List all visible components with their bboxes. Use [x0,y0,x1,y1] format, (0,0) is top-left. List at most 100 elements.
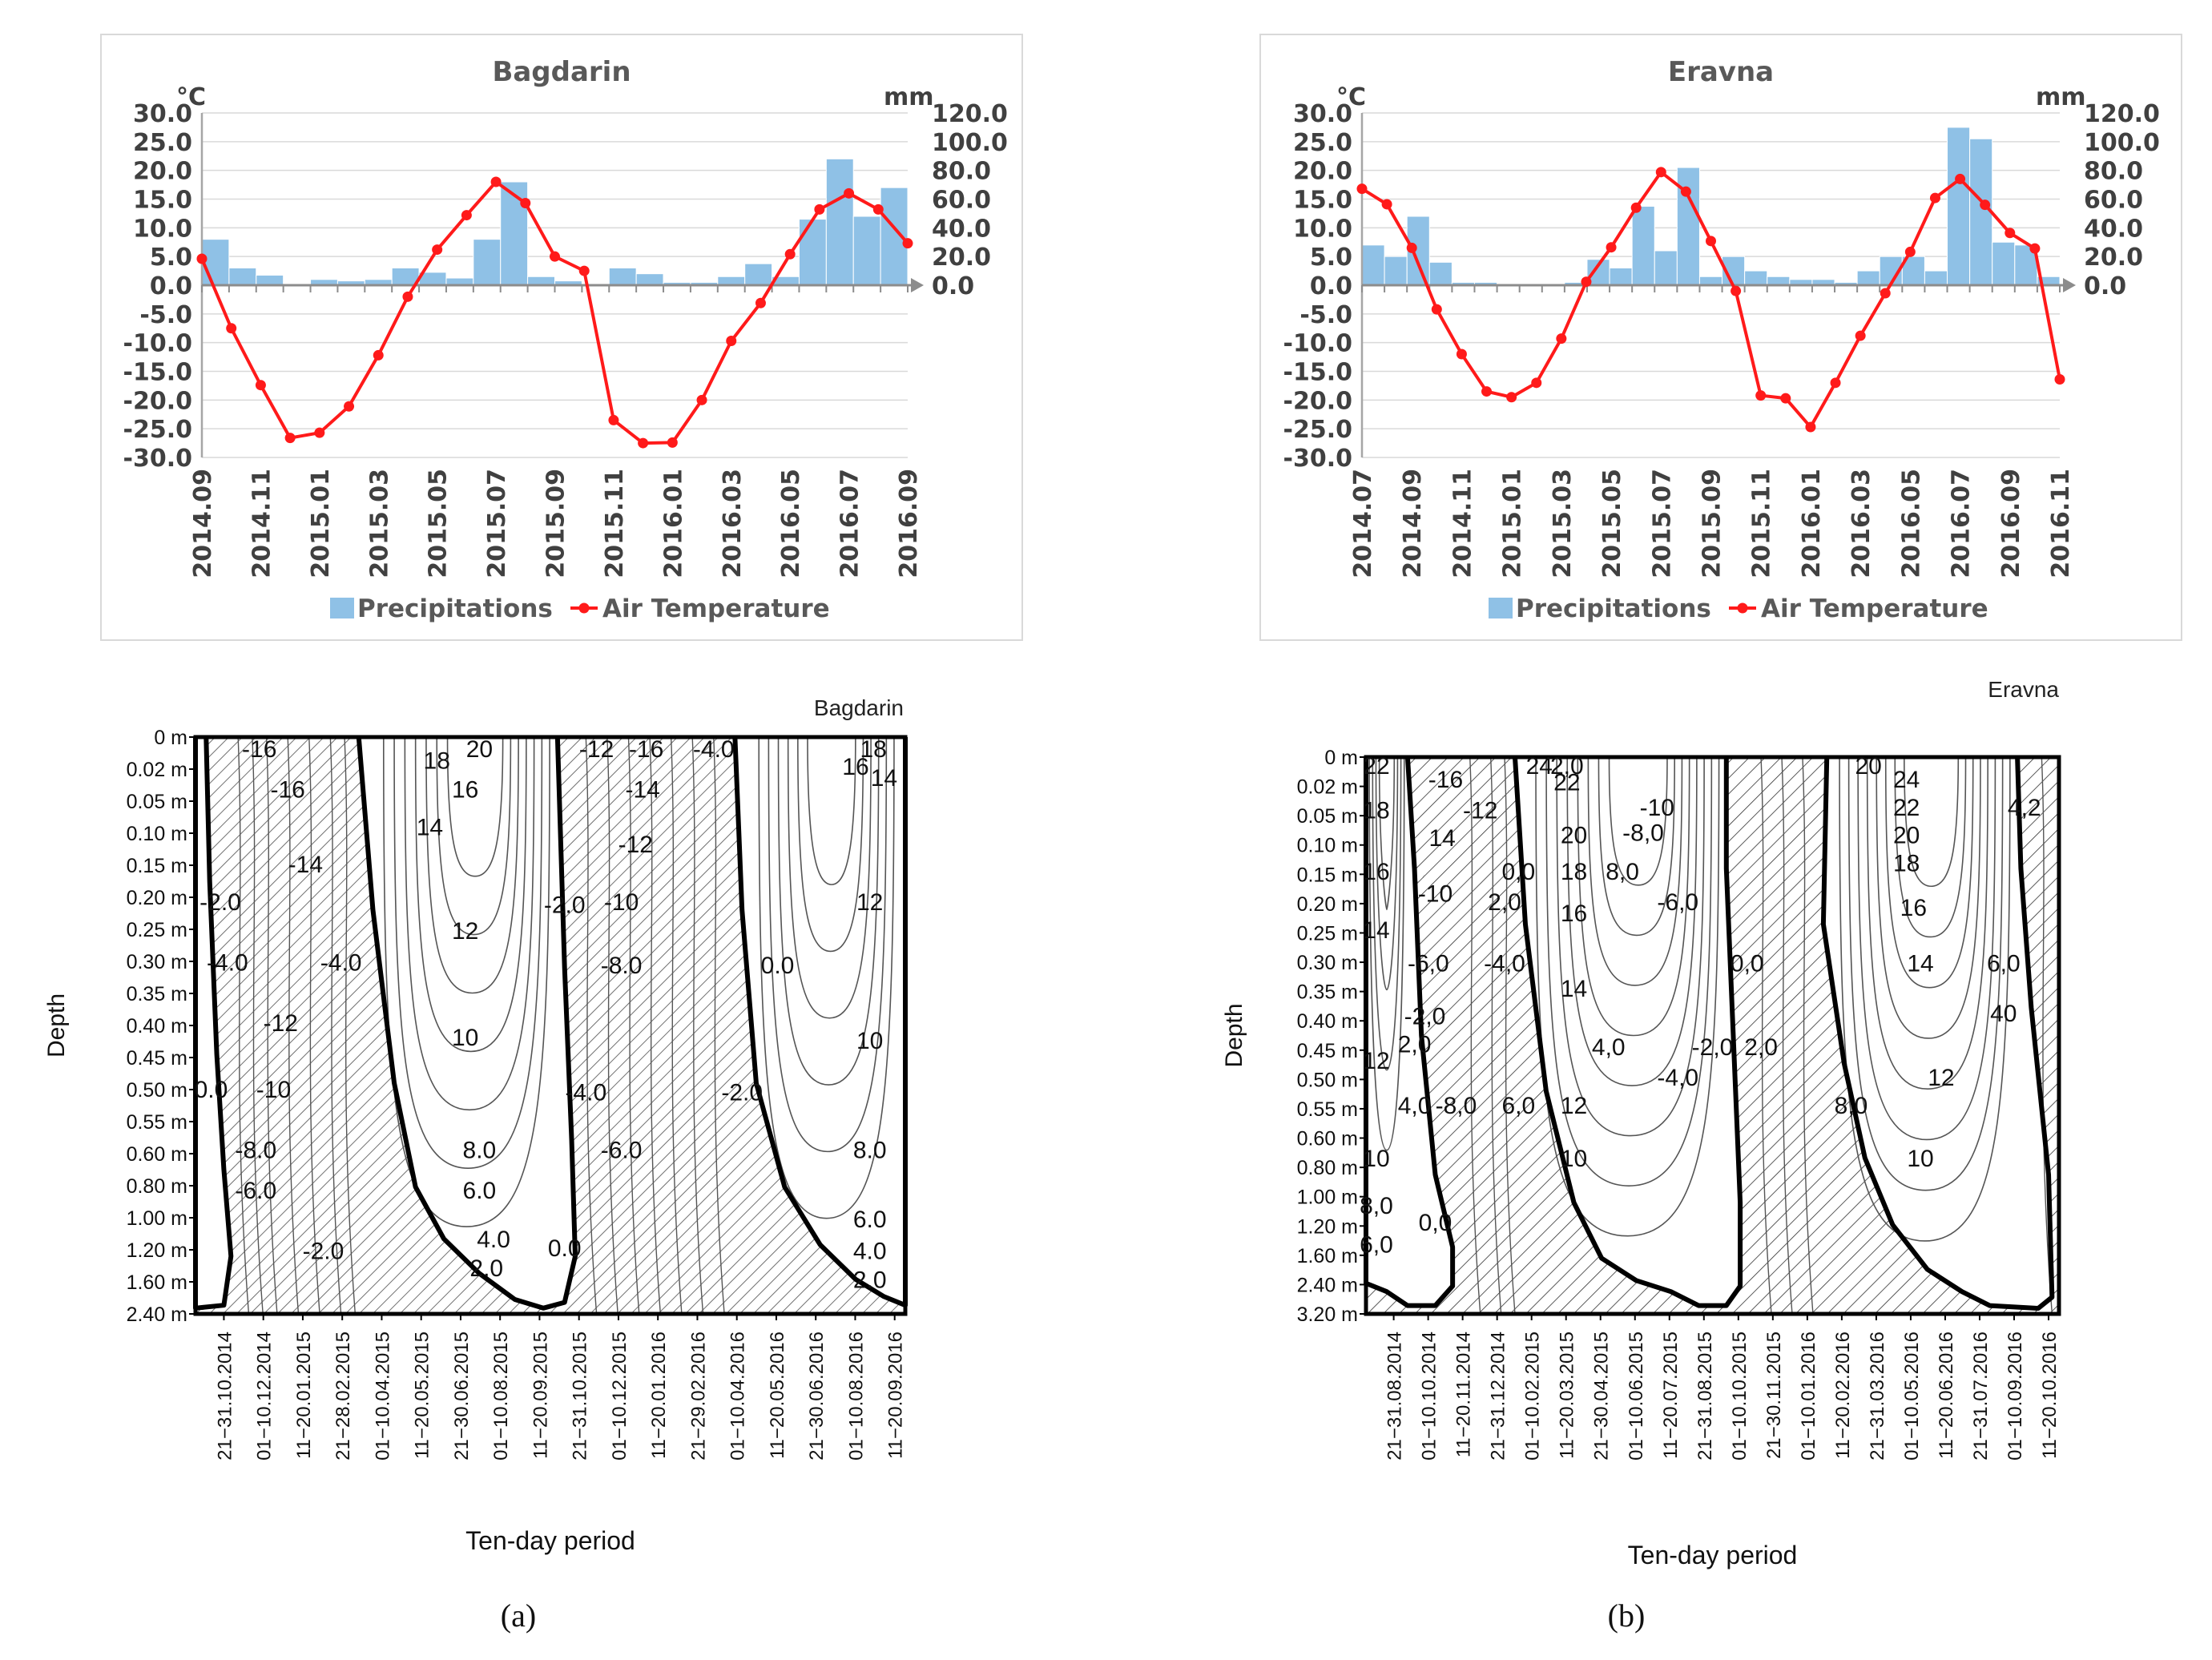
period-label: 01−10.10.2014 [1419,1332,1440,1461]
month-label: 2016.07 [1948,469,1976,578]
precipitation-bar [798,219,827,286]
air-temperature-point [2029,243,2041,254]
precipitation-bar [1744,270,1768,286]
isoline [787,736,872,1019]
temperature-tick-label: 5.0 [150,244,192,272]
legend-swatch-precipitation [330,598,354,618]
precipitation-bar [744,263,773,286]
contour-label: 6,0 [1501,1093,1535,1119]
isoline [436,736,512,936]
temperature-tick-label: 30.0 [1293,100,1352,128]
isoline [691,736,704,1315]
temperature-tick-label: 5.0 [1310,244,1352,272]
period-label: 11−20.07.2015 [1660,1332,1682,1459]
contour-label: 0.0 [548,1235,582,1262]
isoline [1802,756,1814,1315]
precipitation-bar [1654,250,1678,286]
caption-a: (a) [501,1598,536,1634]
contour-label: -8,0 [1622,820,1664,846]
isoline [2041,756,2053,1315]
contour-label: -16 [242,736,276,763]
temperature-tick-label: 0.0 [1310,272,1352,300]
period-label: 21−30.04.2015 [1591,1332,1613,1461]
contour-label: -2,0 [1692,1034,1734,1061]
contour-label: 2,0 [1488,889,1521,916]
contour-label: 10 [1561,1146,1587,1172]
isoline [670,736,683,1315]
air-temperature-point [872,203,884,215]
air-temperature-point [1381,199,1392,210]
temperature-tick-label: 15.0 [133,187,192,215]
depth-label: 0.35 m [1297,981,1358,1004]
air-temperature-point [2054,374,2065,385]
temperature-tick-label: 25.0 [1293,129,1352,157]
contour-label: 8,0 [1835,1093,1868,1119]
contour-label: 22 [1363,753,1389,780]
period-label: 11−20.09.2015 [530,1332,551,1459]
contour-label: 14 [1907,951,1933,977]
isoline [606,736,618,1315]
contour-label: 16 [1363,859,1389,885]
contour-label: 20 [466,736,493,763]
contour-label: 12 [1928,1065,1954,1091]
contour-label: 16 [452,777,478,804]
depth-label: 0.02 m [1297,776,1358,799]
month-label: 2014.09 [1399,469,1427,578]
depth-label: 0.05 m [1297,805,1358,828]
depth-label: 0.45 m [127,1047,187,1070]
month-label: 2016.07 [836,469,864,578]
left-axis-unit: °C [176,83,206,111]
air-temperature-point [1506,392,1517,403]
isoline [768,736,888,1153]
contour-label: 2.0 [853,1267,887,1294]
air-temperature-point [1830,377,1841,389]
isoline [1866,756,1988,1090]
contour-label: 10 [452,1025,478,1051]
isoline [1781,756,1793,1315]
contour-label: -6.0 [601,1138,643,1164]
period-label: 01−10.09.2016 [2004,1332,2026,1461]
period-label: 21−29.02.2016 [687,1332,709,1461]
legend-marker-temperature [1737,602,1748,614]
month-label: 2015.01 [307,469,335,578]
period-label: 01−10.04.2016 [727,1332,749,1461]
precipitation-bar [1924,270,1948,286]
zero-isotherm [356,736,578,1311]
month-label: 2016.09 [1997,469,2025,578]
contour-label: 10 [856,1028,883,1054]
air-temperature-point [1706,236,1716,247]
thawed-zone [735,737,905,1306]
contour-label: 6,0 [1987,951,2021,977]
period-label: 01−10.06.2015 [1626,1332,1647,1461]
air-temperature-point [1655,167,1666,178]
legend-label-temperature: Air Temperature [1761,594,1988,623]
depth-label: 0.20 m [127,887,187,909]
period-label: 01−10.01.2016 [1798,1332,1819,1461]
precipitation-bar [527,276,555,286]
period-label: 11−20.05.2016 [767,1332,788,1459]
thawed-zone [1823,757,2053,1309]
month-label: 2014.11 [248,469,276,578]
depth-label: 0 m [154,727,187,749]
precipitation-bar [608,268,637,286]
temperature-tick-label: -15.0 [1283,359,1352,387]
air-temperature-point [432,244,443,256]
temperature-tick-label: -30.0 [123,445,192,473]
isoline [1894,756,1967,938]
contour-label: -12 [618,832,653,858]
isoline [713,736,725,1315]
contour-label: 4.0 [853,1239,887,1265]
contour-label: 24 [1526,753,1553,780]
precipitation-bar [500,181,529,286]
air-temperature-point [1755,390,1767,401]
period-label: 21−31.03.2016 [1867,1332,1888,1461]
contour-label: 14 [871,765,897,792]
contour-label: 16 [842,754,868,780]
chart-frame [1259,34,2182,641]
y-axis-label: Depth [1221,1003,1247,1067]
legend-label-temperature: Air Temperature [602,594,830,623]
contour-label: 14 [1363,917,1389,944]
month-label: 2016.05 [777,469,805,578]
zero-isotherm [1364,756,1456,1308]
